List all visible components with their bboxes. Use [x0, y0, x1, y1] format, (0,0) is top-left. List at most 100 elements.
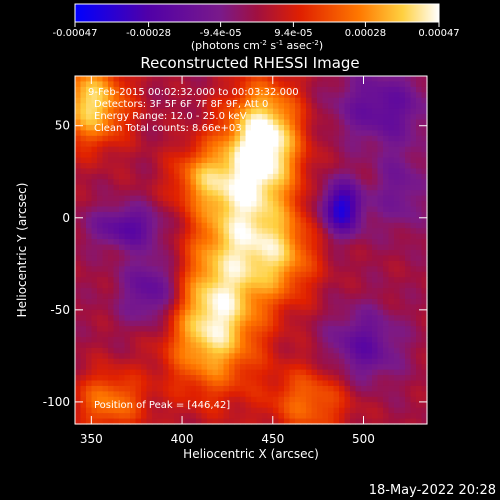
heatmap-cell [355, 320, 362, 327]
heatmap-cell [361, 358, 368, 365]
heatmap-cell [394, 211, 401, 218]
heatmap-cell [124, 130, 131, 137]
heatmap-cell [234, 298, 241, 305]
heatmap-cell [317, 97, 324, 104]
heatmap-cell [350, 190, 357, 197]
heatmap-cell [86, 315, 93, 322]
heatmap-cell [124, 309, 131, 316]
heatmap-cell [168, 146, 175, 153]
heatmap-cell [361, 119, 368, 126]
heatmap-cell [212, 342, 219, 349]
heatmap-cell [234, 260, 241, 267]
heatmap-cell [174, 337, 181, 344]
heatmap-cell [234, 173, 241, 180]
heatmap-cell [91, 358, 98, 365]
heatmap-cell [75, 86, 82, 93]
heatmap-cell [289, 217, 296, 224]
heatmap-cell [119, 157, 126, 164]
annotations: 9-Feb-2015 00:02:32.000 to 00:03:32.000D… [88, 87, 299, 411]
heatmap-cell [201, 86, 208, 93]
heatmap-cell [234, 255, 241, 262]
heatmap-cell [300, 293, 307, 300]
heatmap-cell [251, 380, 258, 387]
heatmap-cell [157, 146, 164, 153]
heatmap-cell [152, 244, 159, 251]
heatmap-cell [130, 81, 137, 88]
heatmap-cell [190, 288, 197, 295]
heatmap-cell [207, 222, 214, 229]
heatmap-cell [328, 298, 335, 305]
heatmap-cell [333, 271, 340, 278]
heatmap-cell [339, 288, 346, 295]
heatmap-cell [256, 173, 263, 180]
heatmap-cell [289, 141, 296, 148]
heatmap-cell [234, 391, 241, 398]
heatmap-cell [377, 260, 384, 267]
heatmap-cell [328, 282, 335, 289]
heatmap-cell [97, 146, 104, 153]
heatmap-cell [141, 103, 148, 110]
heatmap-cell [355, 250, 362, 257]
heatmap-cell [355, 407, 362, 414]
heatmap-cell [102, 179, 109, 186]
heatmap-cell [300, 146, 307, 153]
heatmap-cell [179, 92, 186, 99]
heatmap-cell [388, 190, 395, 197]
heatmap-cell [124, 413, 131, 420]
heatmap-cell [421, 320, 428, 327]
heatmap-cell [251, 358, 258, 365]
heatmap-cell [91, 244, 98, 251]
heatmap-cell [328, 304, 335, 311]
heatmap-cell [179, 385, 186, 392]
heatmap-cell [421, 211, 428, 218]
heatmap-cell [267, 184, 274, 191]
heatmap-cell [339, 331, 346, 338]
heatmap-cell [157, 119, 164, 126]
heatmap-cell [135, 326, 142, 333]
heatmap-cell [388, 146, 395, 153]
heatmap-cell [75, 168, 82, 175]
heatmap-cell [344, 233, 351, 240]
heatmap-cell [399, 418, 406, 425]
heatmap-cell [163, 293, 170, 300]
heatmap-cell [284, 190, 291, 197]
heatmap-cell [207, 385, 214, 392]
heatmap-cell [240, 211, 247, 218]
heatmap-cell [113, 282, 120, 289]
heatmap-cell [190, 211, 197, 218]
heatmap-cell [350, 380, 357, 387]
heatmap-cell [141, 385, 148, 392]
heatmap-cell [102, 413, 109, 420]
heatmap-cell [102, 244, 109, 251]
heatmap-cell [377, 396, 384, 403]
heatmap-cell [383, 92, 390, 99]
heatmap-cell [300, 124, 307, 131]
heatmap-cell [113, 119, 120, 126]
heatmap-cell [146, 320, 153, 327]
heatmap-cell [377, 255, 384, 262]
heatmap-cell [311, 347, 318, 354]
heatmap-cell [80, 206, 87, 213]
heatmap-cell [119, 146, 126, 153]
heatmap-cell [339, 239, 346, 246]
heatmap-cell [377, 282, 384, 289]
heatmap-cell [344, 179, 351, 186]
heatmap-cell [223, 337, 230, 344]
heatmap-cell [223, 163, 230, 170]
heatmap-cell [328, 320, 335, 327]
heatmap-cell [339, 114, 346, 121]
heatmap-cell [361, 391, 368, 398]
heatmap-cell [311, 184, 318, 191]
heatmap-cell [245, 364, 252, 371]
heatmap-cell [174, 92, 181, 99]
heatmap-cell [245, 418, 252, 425]
heatmap-cell [174, 108, 181, 115]
heatmap-cell [262, 396, 269, 403]
heatmap-cell [405, 260, 412, 267]
heatmap-cell [86, 119, 93, 126]
heatmap-cell [141, 97, 148, 104]
heatmap-cell [168, 211, 175, 218]
heatmap-cell [251, 152, 258, 159]
heatmap-cell [97, 337, 104, 344]
